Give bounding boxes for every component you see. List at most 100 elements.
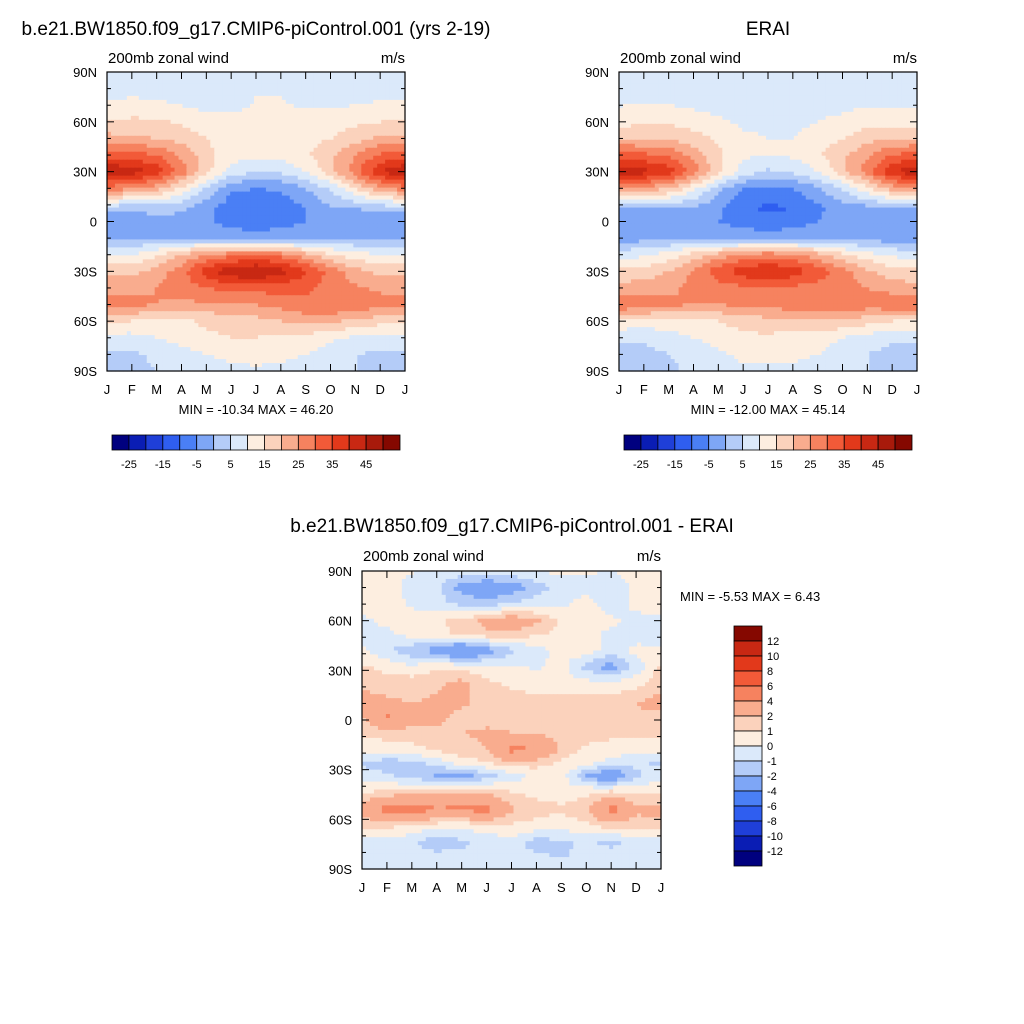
contour-cell [373,200,378,205]
contour-cell [115,92,120,97]
contour-cell [167,251,172,256]
contour-cell [179,335,184,340]
contour-cell [397,227,402,232]
contour-cell [278,144,283,149]
contour-cell [182,319,187,324]
contour-cell [186,88,191,93]
contour-cell [147,108,152,113]
contour-cell [238,108,243,113]
contour-cell [365,200,370,205]
contour-cell [155,108,160,113]
contour-cell [131,100,136,105]
contour-cell [163,220,168,225]
contour-cell [341,160,346,165]
contour-cell [115,227,120,232]
contour-cell [163,315,168,320]
contour-cell [318,88,323,93]
contour-cell [182,303,187,308]
contour-cell [278,80,283,85]
contour-cell [163,279,168,284]
contour-cell [139,168,144,173]
contour-cell [389,307,394,312]
contour-cell [139,184,144,189]
contour-cell [262,108,267,113]
contour-cell [254,279,259,284]
contour-cell [147,315,152,320]
contour-cell [210,132,215,137]
contour-cell [214,327,219,332]
contour-cell [234,92,239,97]
contour-cell [306,104,311,109]
contour-cell [318,192,323,197]
contour-cell [246,331,251,336]
contour-cell [159,180,164,185]
contour-cell [345,156,350,161]
contour-cell [242,220,247,225]
contour-cell [258,251,263,256]
contour-cell [218,116,223,121]
contour-cell [274,160,279,165]
contour-cell [123,287,128,292]
contour-cell [139,80,144,85]
contour-cell [266,303,271,308]
contour-cell [194,291,199,296]
contour-cell [282,311,287,316]
contour-cell [341,124,346,129]
contour-cell [246,156,251,161]
contour-cell [254,96,259,101]
contour-cell [186,152,191,157]
contour-cell [365,188,370,193]
contour-cell [333,311,338,316]
contour-cell [246,148,251,153]
contour-cell [206,88,211,93]
contour-cell [139,331,144,336]
contour-cell [175,88,180,93]
contour-cell [282,128,287,133]
contour-cell [326,247,331,252]
contour-cell [167,279,172,284]
contour-cell [262,259,267,264]
contour-cell [151,299,156,304]
contour-cell [318,315,323,320]
contour-cell [167,335,172,340]
contour-cell [218,160,223,165]
contour-cell [345,84,350,89]
contour-cell [226,235,231,240]
contour-cell [298,148,303,153]
contour-cell [234,140,239,145]
contour-cell [214,220,219,225]
contour-cell [365,220,370,225]
contour-cell [357,227,362,232]
contour-cell [310,192,315,197]
contour-cell [258,267,263,272]
contour-cell [306,208,311,213]
contour-cell [238,88,243,93]
contour-cell [159,267,164,272]
contour-cell [282,180,287,185]
contour-cell [234,235,239,240]
contour-cell [222,196,227,201]
contour-cell [242,164,247,169]
contour-cell [179,243,184,248]
contour-cell [210,136,215,141]
contour-cell [127,255,132,260]
contour-cell [107,212,112,217]
contour-cell [242,140,247,145]
contour-cell [270,92,275,97]
contour-cell [341,108,346,113]
contour-cell [179,112,184,117]
contour-cell [393,227,398,232]
contour-cell [147,239,152,244]
contour-cell [131,152,136,157]
contour-cell [377,152,382,157]
contour-cell [234,72,239,77]
contour-cell [151,279,156,284]
contour-cell [119,192,124,197]
contour-cell [393,251,398,256]
contour-cell [337,311,342,316]
contour-cell [111,132,116,137]
contour-cell [310,327,315,332]
contour-cell [111,72,116,77]
panel-model: b.e21.BW1850.f09_g17.CMIP6-piControl.001… [22,19,491,471]
contour-cell [214,239,219,244]
